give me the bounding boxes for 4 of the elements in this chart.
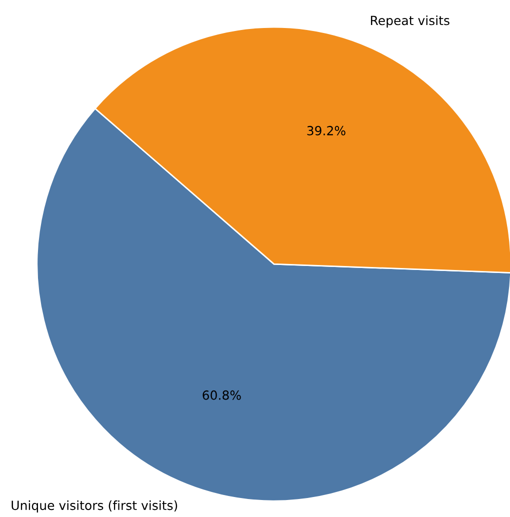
data-label: 39.2% [307,126,346,136]
slice-label: Unique visitors (first visits) [12,500,178,513]
data-label: 60.8% [202,390,241,400]
slice-label: Repeat visits [370,16,450,28]
